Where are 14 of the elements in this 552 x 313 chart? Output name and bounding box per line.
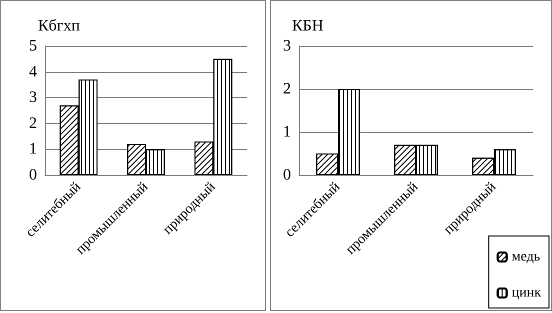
y-tick-label: 3 [29,89,37,106]
legend-label: медь [512,250,540,264]
y-tick-label: 3 [283,38,291,54]
y-tick-label: 1 [283,124,291,140]
chart-title: КБН [292,18,324,34]
y-tick-label: 4 [29,63,37,80]
y-tick-label: 2 [283,80,291,98]
y-tick-label: 0 [283,166,291,184]
y-tick-label: 0 [29,166,37,184]
chart-title: Кбгхп [38,18,80,34]
y-tick-label: 5 [29,38,37,54]
legend-label: цинк [512,286,542,300]
y-tick-label: 2 [29,114,37,132]
y-tick-label: 1 [29,140,37,158]
